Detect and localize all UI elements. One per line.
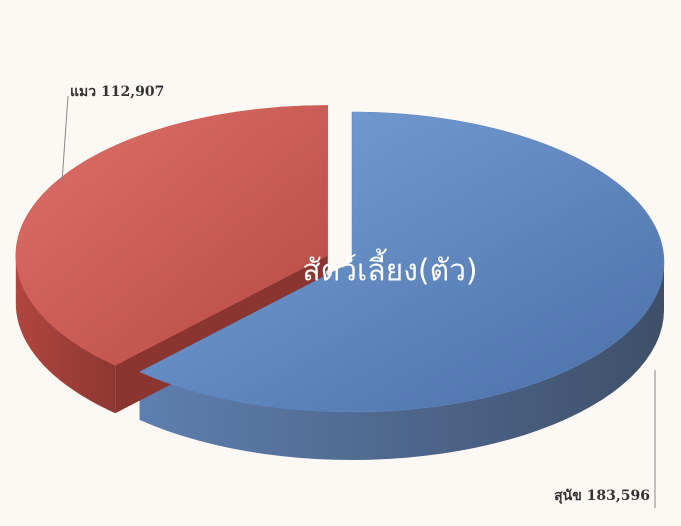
slice-side	[15, 255, 116, 414]
label-category: แมว	[70, 84, 96, 100]
slice	[138, 111, 665, 413]
data-label: แมว 112,907	[70, 84, 164, 100]
label-value: 112,907	[101, 84, 164, 100]
slice	[15, 105, 329, 366]
label-category: สุนัข	[554, 488, 582, 504]
data-label: สุนัข 183,596	[554, 488, 650, 504]
pie	[15, 105, 665, 460]
label-value: 183,596	[587, 488, 650, 504]
chart-title: สัตว์เลี้ยง(ตัว)	[302, 249, 477, 289]
slice-side	[139, 262, 664, 460]
leader-line	[61, 95, 69, 183]
